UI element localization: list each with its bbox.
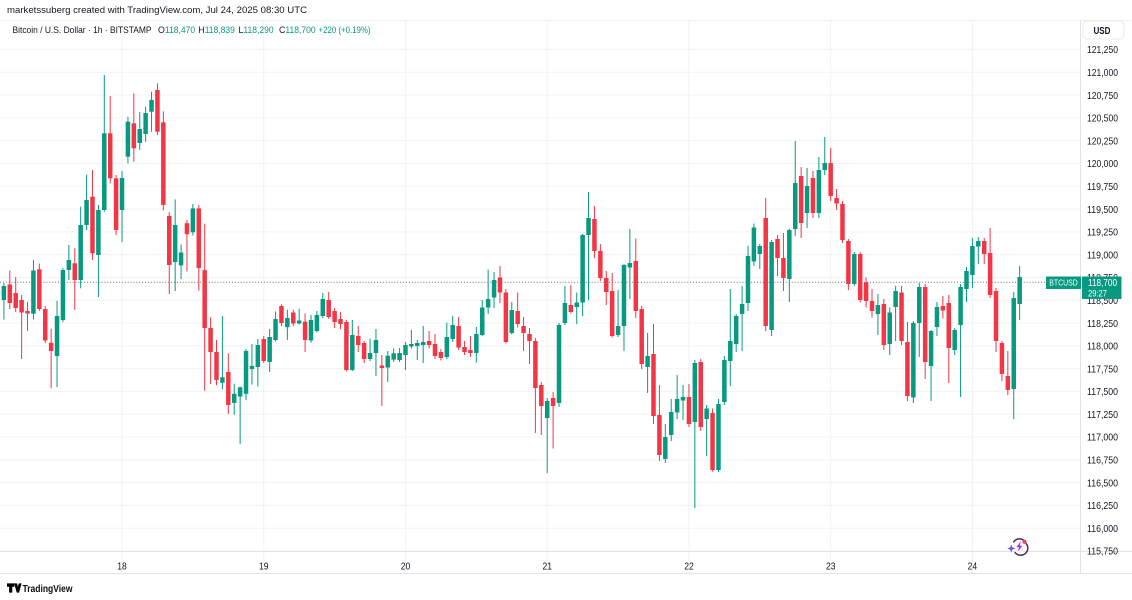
svg-text:120,250: 120,250 [1087,135,1118,147]
svg-text:119,500: 119,500 [1087,204,1118,216]
svg-text:116,750: 116,750 [1087,455,1118,467]
svg-text:29:27: 29:27 [1088,288,1107,299]
svg-text:119,750: 119,750 [1087,181,1118,193]
svg-text:O: O [158,25,165,35]
svg-text:118,700: 118,700 [285,25,315,35]
svg-text:C: C [279,25,286,35]
svg-text:120,000: 120,000 [1087,158,1118,170]
svg-text:Bitcoin / U.S. Dollar · 1h · B: Bitcoin / U.S. Dollar · 1h · BITSTAMP [13,25,152,35]
svg-text:120,750: 120,750 [1087,90,1118,102]
svg-text:121,000: 121,000 [1087,67,1118,79]
svg-text:L: L [239,25,244,35]
svg-text:118,700: 118,700 [1088,278,1117,289]
svg-text:marketssuberg created with Tra: marketssuberg created with TradingView.c… [7,5,307,16]
svg-text:115,750: 115,750 [1087,546,1118,558]
svg-text:118,290: 118,290 [243,25,273,35]
svg-text:TradingView: TradingView [23,583,74,595]
svg-text:24: 24 [968,561,978,572]
svg-text:20: 20 [401,561,411,572]
svg-text:120,500: 120,500 [1087,113,1118,125]
svg-text:118,839: 118,839 [205,25,235,35]
svg-text:118,000: 118,000 [1087,341,1118,353]
svg-text:H: H [198,25,204,35]
svg-text:18: 18 [117,561,127,572]
svg-text:119,000: 119,000 [1087,249,1118,261]
svg-text:121,250: 121,250 [1087,44,1118,56]
svg-text:117,500: 117,500 [1087,386,1118,398]
svg-text:117,250: 117,250 [1087,409,1118,421]
svg-text:117,000: 117,000 [1087,432,1118,444]
svg-text:116,250: 116,250 [1087,500,1118,512]
svg-text:116,500: 116,500 [1087,477,1118,489]
svg-text:+220 (+0.19%): +220 (+0.19%) [319,25,371,35]
svg-text:21: 21 [542,561,552,572]
svg-text:22: 22 [684,561,694,572]
svg-text:USD: USD [1094,26,1111,37]
svg-text:19: 19 [259,561,269,572]
svg-text:118,250: 118,250 [1087,318,1118,330]
svg-text:119,250: 119,250 [1087,227,1118,239]
svg-text:118,470: 118,470 [165,25,195,35]
svg-text:BTCUSD: BTCUSD [1049,279,1078,288]
svg-text:116,000: 116,000 [1087,523,1118,535]
svg-text:117,750: 117,750 [1087,363,1118,375]
svg-text:23: 23 [826,561,836,572]
